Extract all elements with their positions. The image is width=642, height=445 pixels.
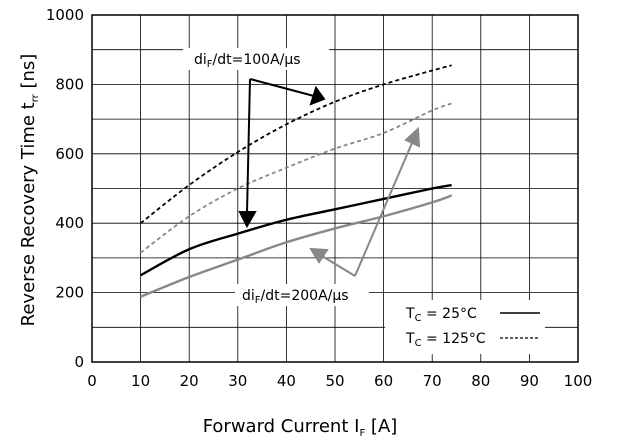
x-tick-label: 70: [423, 372, 442, 390]
x-axis-title: Forward Current IF [A]: [203, 416, 398, 439]
legend-box: [385, 300, 545, 354]
legend-label-25: TC = 25°C: [405, 306, 477, 324]
arrow-100-right: [249, 78, 315, 97]
annotation-200: diF/dt=200A/μs: [242, 288, 349, 306]
x-tick-label: 0: [87, 372, 97, 390]
x-tick-labels: 0 10 20 30 40 50 60 70 80 90 100: [87, 372, 592, 390]
arrow-200-up-head: [404, 126, 421, 148]
y-tick-label: 600: [55, 145, 84, 163]
y-tick-label: 200: [55, 284, 84, 302]
legend-label-125: TC = 125°C: [405, 331, 486, 349]
x-tick-label: 90: [520, 372, 539, 390]
arrows-100: [238, 78, 326, 229]
arrow-100-down-head: [238, 211, 257, 229]
legend: TC = 25°C TC = 125°C: [405, 306, 540, 349]
annotation-200-bg: [235, 284, 369, 306]
y-tick-labels: 0 200 400 600 800 1000: [46, 6, 84, 371]
y-tick-label: 400: [55, 214, 84, 232]
x-tick-label: 80: [471, 372, 490, 390]
x-tick-label: 100: [564, 372, 593, 390]
x-tick-label: 30: [228, 372, 247, 390]
arrow-200-up: [354, 142, 413, 277]
arrows-200: [309, 126, 421, 277]
annotation-100-bg: [183, 48, 329, 70]
arrow-200-left: [321, 255, 356, 277]
series-line-3: [140, 194, 453, 298]
y-tick-label: 1000: [46, 6, 84, 24]
y-axis-title: Reverse Recovery Time trr [ns]: [18, 54, 41, 327]
series-line-1: [140, 102, 452, 254]
x-tick-label: 10: [131, 372, 150, 390]
y-tick-label: 800: [55, 75, 84, 93]
x-tick-label: 40: [277, 372, 296, 390]
y-tick-label: 0: [74, 353, 84, 371]
arrow-100-down: [246, 78, 251, 214]
series-line-0: [140, 64, 452, 224]
series-line-2: [140, 183, 452, 277]
arrow-100-right-head: [309, 85, 326, 106]
x-tick-label: 60: [374, 372, 393, 390]
series-group: [140, 64, 453, 298]
x-tick-label: 20: [180, 372, 199, 390]
arrow-200-left-head: [309, 247, 329, 264]
plot-frame: [91, 14, 579, 363]
x-tick-label: 50: [325, 372, 344, 390]
annotation-100: diF/dt=100A/μs: [194, 52, 301, 70]
